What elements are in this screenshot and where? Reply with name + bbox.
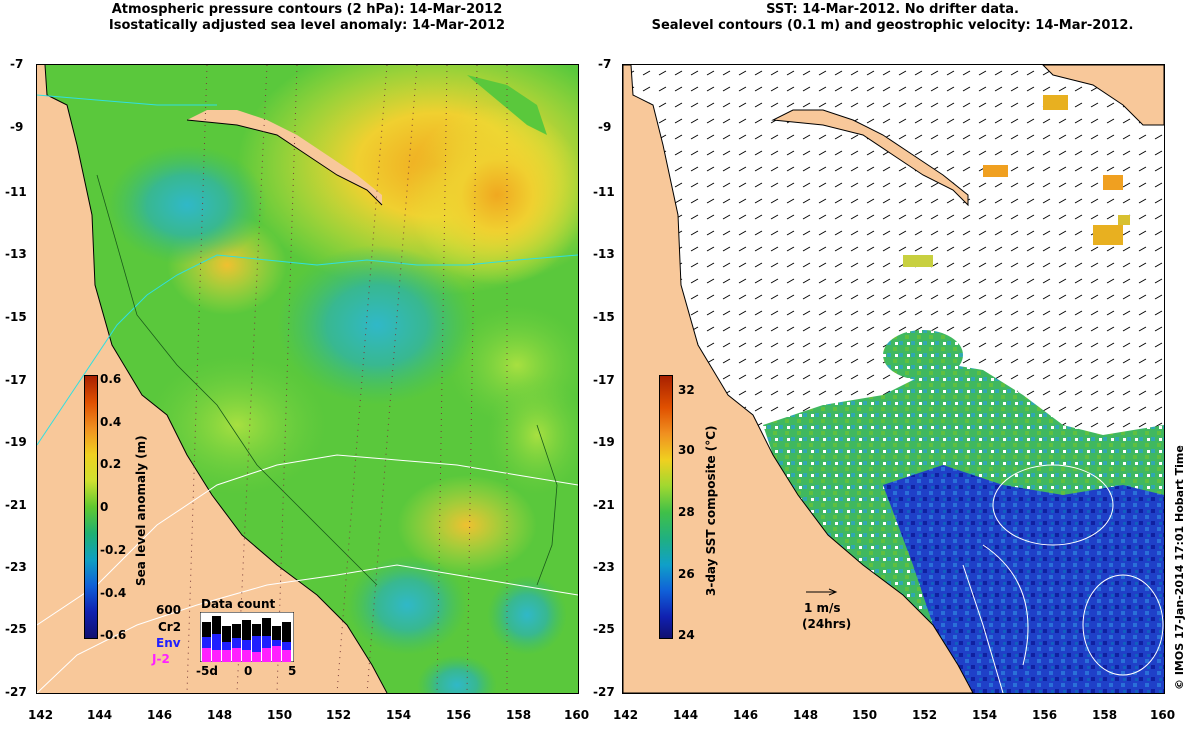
velocity-scale-sublabel: (24hrs) (802, 617, 852, 631)
lat-tick: -17 (593, 373, 615, 387)
lon-tick: 150 (267, 708, 293, 722)
data-count-histogram (200, 612, 294, 662)
lat-tick: -25 (593, 622, 615, 636)
lat-tick: -23 (5, 560, 27, 574)
lon-tick: 144 (673, 708, 699, 722)
histogram-bars (202, 616, 291, 662)
data-count-max-label: 600 (156, 603, 182, 617)
lat-tick: -9 (10, 120, 24, 134)
imos-credit: © IMOS 17-Jan-2014 17:01 Hobart Time (1173, 445, 1186, 690)
colorbar-tick: 0.2 (100, 457, 122, 471)
lon-tick: 156 (446, 708, 472, 722)
lon-tick: 144 (87, 708, 113, 722)
lon-tick: 154 (386, 708, 412, 722)
lat-tick: -7 (598, 57, 612, 71)
lat-tick: -17 (5, 373, 27, 387)
colorbar-tick: -0.4 (100, 586, 127, 600)
lon-tick: 142 (613, 708, 639, 722)
right-title-line2: Sealevel contours (0.1 m) and geostrophi… (651, 18, 1134, 33)
lon-tick: 160 (564, 708, 590, 722)
lat-tick: -27 (5, 685, 27, 699)
lat-tick: -7 (10, 57, 24, 71)
velocity-arrow-icon (806, 588, 838, 596)
lat-tick: -9 (598, 120, 612, 134)
colorbar-tick: 24 (678, 628, 695, 642)
lon-tick: 142 (28, 708, 54, 722)
lon-tick: 148 (207, 708, 233, 722)
histogram-xtick: 0 (244, 664, 253, 678)
lat-tick: -15 (593, 310, 615, 324)
colorbar-tick: 0.6 (100, 372, 122, 386)
right-map (622, 64, 1165, 694)
lon-tick: 152 (912, 708, 938, 722)
colorbar-tick: -0.2 (100, 543, 127, 557)
lat-tick: -27 (593, 685, 615, 699)
sea-level-anomaly-map (37, 65, 578, 693)
left-title-line1: Atmospheric pressure contours (2 hPa): 1… (111, 2, 503, 17)
lon-tick: 150 (852, 708, 878, 722)
velocity-scale-label: 1 m/s (804, 601, 841, 615)
right-title-line1: SST: 14-Mar-2012. No drifter data. (766, 2, 1019, 17)
lat-tick: -15 (5, 310, 27, 324)
lat-tick: -19 (593, 435, 615, 449)
colorbar-tick: 32 (678, 383, 695, 397)
histogram-xtick: -5d (196, 664, 218, 678)
lon-tick: 154 (972, 708, 998, 722)
lat-tick: -23 (593, 560, 615, 574)
lon-tick: 146 (733, 708, 759, 722)
lat-tick: -21 (593, 498, 615, 512)
sst-colorbar (659, 375, 673, 639)
sea-level-colorbar-label: Sea level anomaly (m) (134, 435, 148, 586)
colorbar-tick: 30 (678, 443, 695, 457)
sst-colorbar-label: 3-day SST composite (°C) (704, 425, 718, 596)
lat-tick: -11 (593, 185, 615, 199)
lat-tick: -19 (5, 435, 27, 449)
lon-tick: 146 (147, 708, 173, 722)
colorbar-tick: -0.6 (100, 628, 127, 642)
lon-tick: 156 (1032, 708, 1058, 722)
legend-env: Env (156, 636, 181, 650)
lon-tick: 158 (506, 708, 532, 722)
left-title-line2: Isostatically adjusted sea level anomaly… (108, 18, 506, 33)
legend-cr2: Cr2 (158, 620, 182, 634)
sea-level-colorbar (84, 375, 98, 639)
lon-tick: 148 (793, 708, 819, 722)
legend-j2: J-2 (152, 652, 170, 666)
lat-tick: -13 (5, 247, 27, 261)
lon-tick: 158 (1092, 708, 1118, 722)
colorbar-tick: 28 (678, 505, 695, 519)
colorbar-tick: 0 (100, 500, 109, 514)
lat-tick: -21 (5, 498, 27, 512)
colorbar-tick: 26 (678, 567, 695, 581)
lon-tick: 152 (326, 708, 352, 722)
lat-tick: -25 (5, 622, 27, 636)
data-count-title: Data count (201, 597, 276, 611)
histogram-xtick: 5 (288, 664, 297, 678)
sst-velocity-map (623, 65, 1164, 693)
lon-tick: 160 (1150, 708, 1176, 722)
lat-tick: -11 (5, 185, 27, 199)
lat-tick: -13 (593, 247, 615, 261)
colorbar-tick: 0.4 (100, 415, 122, 429)
left-map (36, 64, 579, 694)
